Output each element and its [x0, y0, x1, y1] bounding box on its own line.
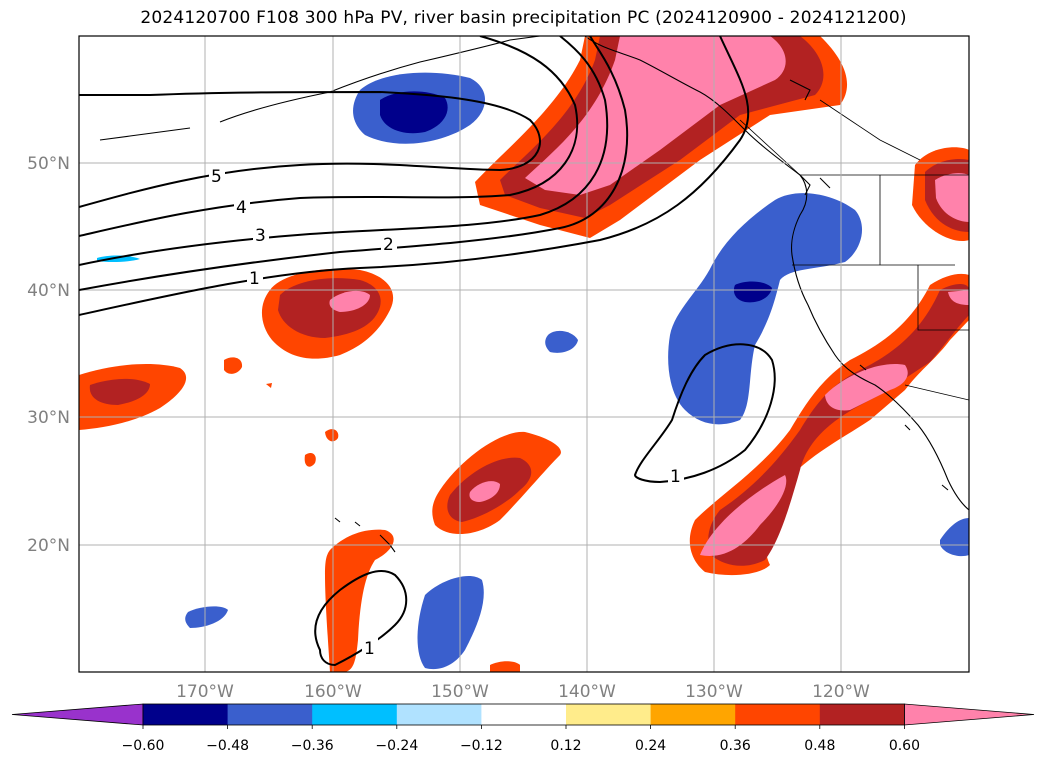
- pv-contour-1-middle: [633, 343, 776, 484]
- gridlines: [79, 36, 969, 672]
- colorbar-tick-label: −0.60: [122, 738, 165, 754]
- colorbar-tick-label: 0.36: [720, 738, 751, 754]
- pv-contours: [79, 36, 776, 667]
- contour-label-3: 3: [255, 226, 266, 246]
- pv-contour-4: [79, 36, 579, 237]
- map-plot-area: [79, 36, 969, 672]
- contour-label-5: 5: [211, 167, 222, 187]
- colorbar-outline: [142, 703, 905, 726]
- colorbar-segment: [650, 704, 736, 725]
- lon-label-170w: 170°W: [176, 682, 234, 702]
- longitude-labels: 170°W 160°W 150°W 140°W 130°W 120°W: [176, 682, 870, 702]
- lon-label-120w: 120°W: [812, 682, 870, 702]
- lon-label-140w: 140°W: [558, 682, 616, 702]
- lon-label-150w: 150°W: [431, 682, 489, 702]
- colorbar-extend-low: [11, 703, 144, 726]
- contour-label-2: 2: [383, 235, 394, 255]
- pv-contour-2: [79, 36, 629, 291]
- precip-field-negative-gulf-alaska: [353, 72, 485, 144]
- colorbar-tick-label: −0.36: [291, 738, 334, 754]
- colorbar-segment: [735, 704, 821, 725]
- colorbar-segment: [312, 704, 398, 725]
- precip-field-positive-california: [689, 273, 969, 576]
- coastlines: [99, 36, 969, 553]
- colorbar-segment: [819, 704, 905, 725]
- contour-label-4: 4: [236, 198, 247, 218]
- colorbar-tick-label: −0.12: [460, 738, 503, 754]
- colorbar-segment: [227, 704, 313, 725]
- lat-label-30n: 30°N: [27, 408, 70, 428]
- pv-contour-3: [79, 36, 609, 266]
- lon-label-160w: 160°W: [304, 682, 362, 702]
- contour-label-1-south: 1: [364, 639, 375, 659]
- colorbar-tick-label: 0.48: [804, 738, 835, 754]
- colorbar-tick-label: 0.24: [635, 738, 666, 754]
- colorbar-tick-label: 0.12: [550, 738, 581, 754]
- lat-label-40n: 40°N: [27, 281, 70, 301]
- lat-label-20n: 20°N: [27, 536, 70, 556]
- contour-label-1-middle: 1: [670, 467, 681, 487]
- precip-field-positive-northeast: [475, 36, 848, 238]
- precip-field-positive-west-30n: [79, 357, 339, 467]
- colorbar-tick-label: 0.60: [889, 738, 920, 754]
- latitude-labels: 50°N 40°N 30°N 20°N: [27, 154, 70, 556]
- pv-contour-5: [79, 90, 541, 208]
- pv-contour-1-north: [79, 36, 750, 316]
- contour-label-1-north: 1: [249, 269, 260, 289]
- lon-label-130w: 130°W: [685, 682, 743, 702]
- precip-field-negative-offshore: [97, 193, 969, 670]
- colorbar-segment: [396, 704, 482, 725]
- pv-contour-1-south: [314, 570, 408, 667]
- precip-field-positive-central-40n: [261, 268, 394, 359]
- precip-field-positive-subtropical: [325, 431, 561, 672]
- colorbar-tick-label: −0.48: [206, 738, 249, 754]
- colorbar-segment: [481, 704, 567, 725]
- colorbar-tick-label: −0.24: [375, 738, 418, 754]
- map-title: 2024120700 F108 300 hPa PV, river basin …: [140, 8, 907, 28]
- political-borders: [739, 99, 969, 401]
- map-frame: [78, 35, 970, 673]
- colorbar-extend-high: [904, 703, 1035, 726]
- colorbar-segment: [566, 704, 652, 725]
- lat-label-50n: 50°N: [27, 154, 70, 174]
- contour-labels: 5 4 3 2 1 1 1: [209, 166, 684, 659]
- colorbar: −0.60 −0.48 −0.36 −0.24 −0.12 0.12 0.24 0.36 0.4…: [11, 703, 1035, 754]
- precip-field-positive-pacnw: [912, 147, 969, 242]
- colorbar-segment: [143, 704, 229, 725]
